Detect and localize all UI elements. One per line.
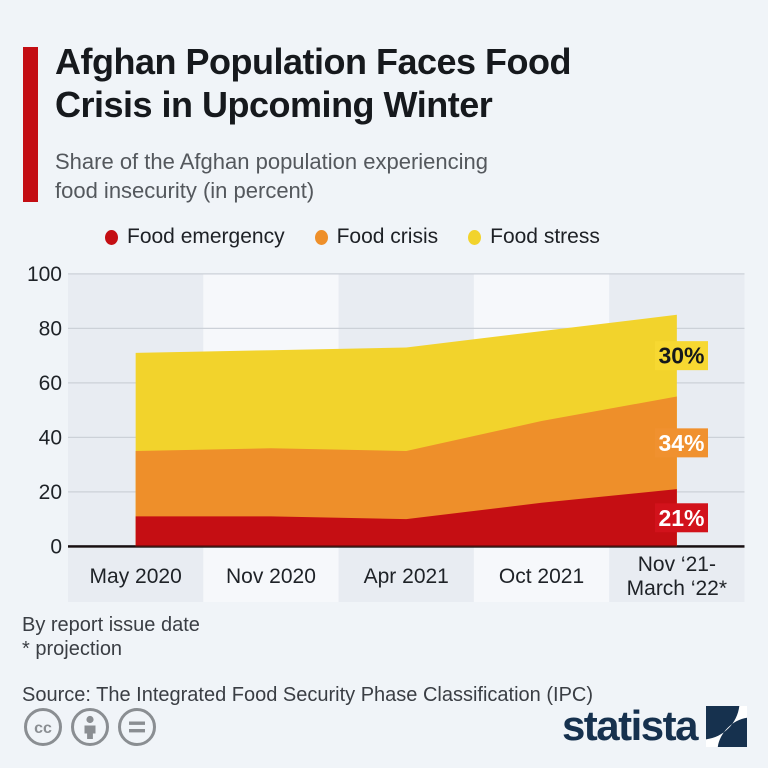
- subtitle-line-1: Share of the Afghan population experienc…: [55, 149, 488, 174]
- value-chip-label: 21%: [658, 505, 704, 531]
- attribution-icon[interactable]: [69, 706, 111, 748]
- title-accent-bar: [23, 47, 38, 202]
- legend-item-food-emergency: Food emergency: [105, 225, 285, 249]
- statista-logo-icon[interactable]: [706, 705, 747, 747]
- value-chip-34%: [655, 428, 708, 458]
- x-tick-label-0: May 2020: [90, 565, 182, 588]
- x-tick-label-3: Oct 2021: [499, 565, 584, 588]
- legend-label: Food crisis: [336, 225, 439, 248]
- page-title: Afghan Population Faces Food Crisis in U…: [55, 40, 745, 126]
- legend-dot-orange-icon: [314, 229, 328, 245]
- y-tick-label-20: 20: [39, 481, 62, 504]
- value-chip-label: 34%: [658, 430, 704, 456]
- legend-dot-yellow-icon: [468, 229, 482, 245]
- value-chip-label: 30%: [658, 343, 704, 369]
- legend-label: Food emergency: [127, 225, 285, 248]
- area-food-emergency: [135, 489, 677, 547]
- creative-commons-badges[interactable]: cc: [22, 706, 158, 748]
- title-line-2: Crisis in Upcoming Winter: [55, 84, 493, 125]
- title-line-1: Afghan Population Faces Food: [55, 41, 572, 82]
- y-tick-label-0: 0: [50, 535, 62, 558]
- value-chip-21%: [655, 503, 708, 533]
- chart-legend: Food emergency Food crisis Food stress: [105, 224, 600, 250]
- nd-icon[interactable]: [116, 706, 158, 748]
- svg-text:cc: cc: [34, 720, 52, 737]
- legend-dot-red-icon: [105, 229, 118, 245]
- cc-icon[interactable]: cc: [22, 706, 64, 748]
- chart-footnotes: By report issue date * projection Source…: [22, 613, 722, 707]
- chart-subtitle: Share of the Afghan population experienc…: [55, 147, 695, 205]
- value-chip-30%: [655, 341, 708, 371]
- x-tick-label-4: Nov ‘21-March ‘22*: [627, 553, 727, 600]
- footnote-projection: * projection: [22, 638, 123, 660]
- x-tick-label-1: Nov 2020: [226, 565, 316, 588]
- y-tick-label-60: 60: [39, 372, 62, 395]
- statista-branding[interactable]: statista: [562, 704, 747, 748]
- source-note: Source: The Integrated Food Security Pha…: [22, 684, 594, 706]
- subtitle-line-2: food insecurity (in percent): [55, 178, 315, 203]
- x-tick-label-2: Apr 2021: [364, 565, 449, 588]
- footnote-report-date: By report issue date: [22, 614, 200, 636]
- y-tick-label-80: 80: [39, 317, 62, 340]
- statista-wordmark[interactable]: statista: [561, 702, 699, 749]
- y-tick-label-40: 40: [39, 426, 62, 449]
- legend-item-food-stress: Food stress: [468, 225, 600, 249]
- legend-label: Food stress: [490, 225, 600, 248]
- y-tick-label-100: 100: [27, 263, 62, 286]
- legend-item-food-crisis: Food crisis: [314, 225, 439, 249]
